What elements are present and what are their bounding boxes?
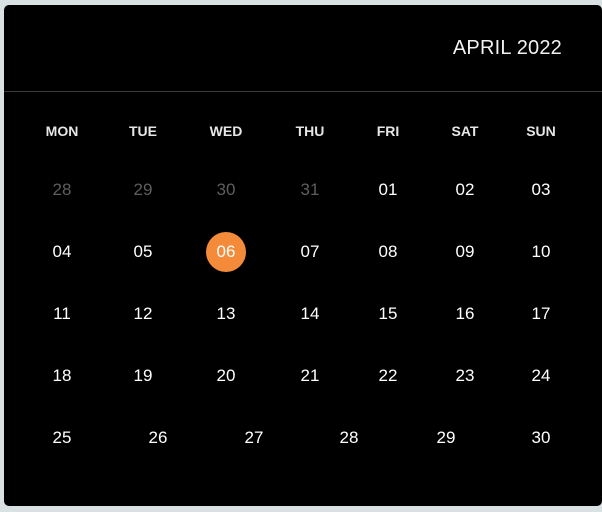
day-cell[interactable]: 21 xyxy=(300,366,320,385)
day-cell[interactable]: 01 xyxy=(378,180,398,199)
day-cell[interactable]: 25 xyxy=(52,428,72,447)
weekday-thu: THU xyxy=(295,123,325,139)
day-cell[interactable]: 13 xyxy=(216,304,236,323)
day-cell[interactable]: 20 xyxy=(216,366,236,385)
day-cell[interactable]: 24 xyxy=(531,366,551,385)
day-cell[interactable]: 27 xyxy=(244,428,264,447)
weekday-fri: FRI xyxy=(376,123,400,139)
day-cell-outside-month[interactable]: 30 xyxy=(216,180,236,199)
calendar-header: APRIL 2022 xyxy=(4,5,602,92)
day-cell[interactable]: 03 xyxy=(531,180,551,199)
day-cell[interactable]: 30 xyxy=(531,428,551,447)
day-cell[interactable]: 12 xyxy=(133,304,153,323)
month-title: APRIL 2022 xyxy=(452,37,562,59)
weekday-tue: TUE xyxy=(129,123,157,139)
day-cell[interactable]: 26 xyxy=(148,428,168,447)
day-cell[interactable]: 05 xyxy=(133,242,153,261)
day-cell[interactable]: 22 xyxy=(378,366,398,385)
day-cell[interactable]: 19 xyxy=(133,366,153,385)
day-cell[interactable]: 02 xyxy=(455,180,475,199)
day-cell-outside-month[interactable]: 28 xyxy=(52,180,72,199)
calendar-widget: APRIL 2022 MON TUE WED THU FRI SAT SUN 28 29 30 31… xyxy=(4,5,602,506)
day-cell[interactable]: 08 xyxy=(378,242,398,261)
weekday-mon: MON xyxy=(45,123,79,139)
day-cell-outside-month[interactable]: 31 xyxy=(300,180,320,199)
day-cell[interactable]: 28 xyxy=(339,428,359,447)
day-cell[interactable]: 17 xyxy=(531,304,551,323)
day-cell-selected[interactable]: 06 xyxy=(206,232,246,272)
day-cell[interactable]: 23 xyxy=(455,366,475,385)
day-cell[interactable]: 18 xyxy=(52,366,72,385)
weekday-sun: SUN xyxy=(526,123,556,139)
weekday-sat: SAT xyxy=(451,123,479,139)
day-cell[interactable]: 29 xyxy=(436,428,456,447)
day-cell[interactable]: 09 xyxy=(455,242,475,261)
day-cell[interactable]: 15 xyxy=(378,304,398,323)
weekday-wed: WED xyxy=(209,123,243,139)
day-cell[interactable]: 16 xyxy=(455,304,475,323)
day-cell[interactable]: 14 xyxy=(300,304,320,323)
day-cell[interactable]: 10 xyxy=(531,242,551,261)
day-cell[interactable]: 11 xyxy=(53,304,71,323)
day-cell-outside-month[interactable]: 29 xyxy=(133,180,153,199)
day-cell[interactable]: 04 xyxy=(52,242,72,261)
day-cell[interactable]: 07 xyxy=(300,242,320,261)
